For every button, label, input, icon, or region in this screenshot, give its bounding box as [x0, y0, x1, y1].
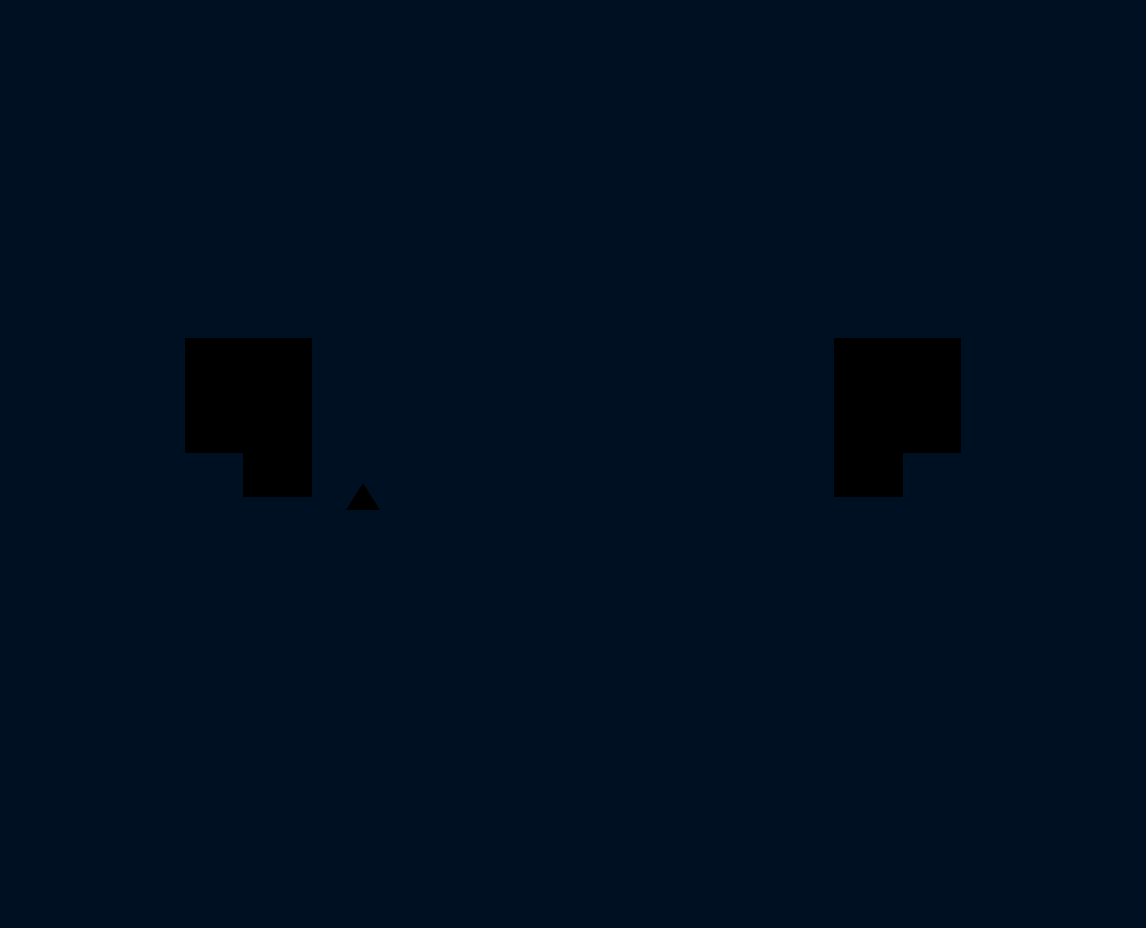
pin1-marker	[346, 483, 380, 510]
silk-latch-bar	[208, 599, 940, 630]
silkscreen	[208, 389, 940, 630]
silk-latch-right-hook	[774, 602, 784, 624]
fabrication-outline	[256, 343, 890, 512]
silk-latch-left-hook	[362, 602, 372, 624]
mounting-pad-right[interactable]	[834, 338, 961, 497]
mounting-pads	[185, 338, 961, 497]
mounting-pad-left[interactable]	[185, 338, 312, 497]
